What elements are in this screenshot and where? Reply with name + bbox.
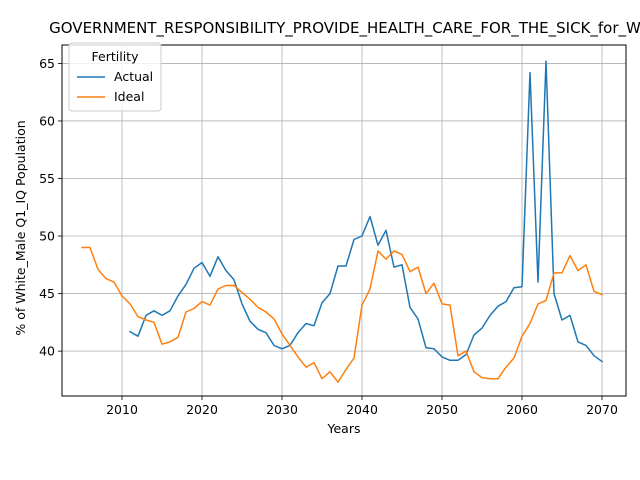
- x-tick-label: 2060: [506, 402, 538, 417]
- series-line-actual: [128, 60, 604, 363]
- series-line-ideal: [81, 246, 603, 383]
- y-tick-label: 60: [39, 113, 55, 128]
- y-axis-label: % of White_Male Q1_IQ Population: [13, 120, 28, 335]
- x-tick-label: 2010: [106, 402, 138, 417]
- axis-ticks: 2010 2020 2030 2040 2050 2060 2070 40 45 50 55 60 65: [39, 56, 618, 417]
- legend: Fertility Actual Ideal: [68, 42, 162, 112]
- y-tick-label: 45: [39, 286, 55, 301]
- legend-label-ideal: Ideal: [114, 89, 144, 104]
- plot-frame: [61, 44, 627, 397]
- series-lines: [81, 60, 604, 383]
- chart-title: GOVERNMENT_RESPONSIBILITY_PROVIDE_HEALTH…: [49, 19, 640, 38]
- grid: [62, 45, 626, 396]
- legend-label-actual: Actual: [114, 69, 153, 84]
- x-tick-label: 2040: [346, 402, 378, 417]
- legend-title: Fertility: [92, 49, 140, 64]
- x-tick-label: 2070: [586, 402, 618, 417]
- x-tick-label: 2050: [426, 402, 458, 417]
- x-tick-label: 2030: [266, 402, 298, 417]
- y-tick-label: 65: [39, 56, 55, 71]
- y-tick-label: 50: [39, 229, 55, 244]
- legend-box: [68, 42, 162, 112]
- y-tick-label: 55: [39, 171, 55, 186]
- y-tick-label: 40: [39, 344, 55, 359]
- x-tick-label: 2020: [186, 402, 218, 417]
- x-axis-label: Years: [327, 421, 361, 436]
